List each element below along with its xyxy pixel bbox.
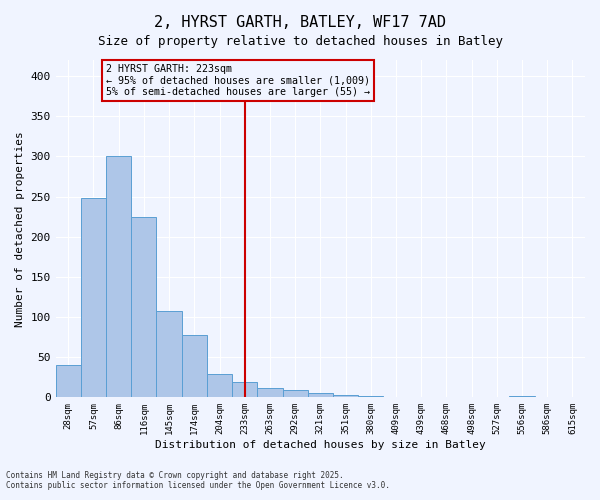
Bar <box>81 198 106 398</box>
Bar <box>232 382 257 398</box>
Bar <box>56 365 81 398</box>
Bar <box>207 374 232 398</box>
Bar <box>157 312 182 398</box>
X-axis label: Distribution of detached houses by size in Batley: Distribution of detached houses by size … <box>155 440 486 450</box>
Bar <box>257 388 283 398</box>
Bar <box>358 396 383 398</box>
Text: Size of property relative to detached houses in Batley: Size of property relative to detached ho… <box>97 35 503 48</box>
Bar <box>106 156 131 398</box>
Text: Contains HM Land Registry data © Crown copyright and database right 2025.
Contai: Contains HM Land Registry data © Crown c… <box>6 470 390 490</box>
Bar <box>333 395 358 398</box>
Bar <box>308 394 333 398</box>
Bar <box>182 336 207 398</box>
Text: 2, HYRST GARTH, BATLEY, WF17 7AD: 2, HYRST GARTH, BATLEY, WF17 7AD <box>154 15 446 30</box>
Bar <box>131 216 157 398</box>
Bar <box>283 390 308 398</box>
Y-axis label: Number of detached properties: Number of detached properties <box>15 131 25 326</box>
Text: 2 HYRST GARTH: 223sqm
← 95% of detached houses are smaller (1,009)
5% of semi-de: 2 HYRST GARTH: 223sqm ← 95% of detached … <box>106 64 370 97</box>
Bar <box>434 396 459 398</box>
Bar <box>509 396 535 398</box>
